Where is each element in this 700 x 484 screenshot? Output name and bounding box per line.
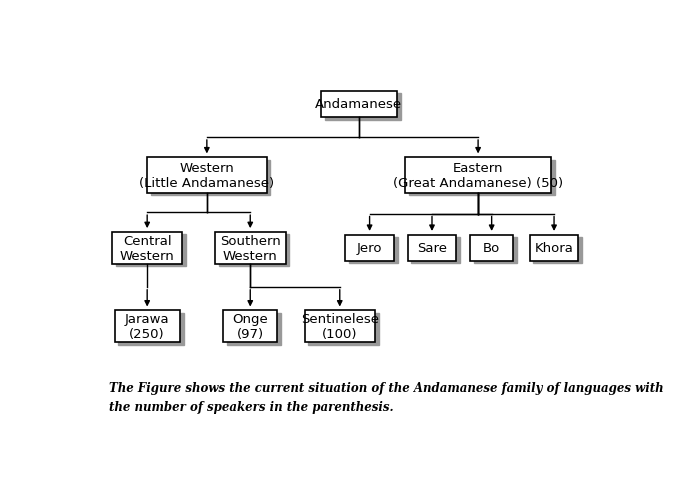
FancyBboxPatch shape: [227, 313, 281, 345]
FancyBboxPatch shape: [215, 232, 286, 264]
FancyBboxPatch shape: [118, 313, 183, 345]
Text: Eastern
(Great Andamanese) (50): Eastern (Great Andamanese) (50): [393, 162, 564, 189]
Text: Onge
(97): Onge (97): [232, 313, 268, 340]
Text: Khora: Khora: [535, 242, 573, 255]
Text: Central
Western: Central Western: [120, 234, 174, 262]
FancyBboxPatch shape: [412, 238, 460, 264]
FancyBboxPatch shape: [530, 235, 578, 261]
FancyBboxPatch shape: [219, 235, 289, 267]
Text: Andamanese: Andamanese: [315, 98, 402, 111]
FancyBboxPatch shape: [349, 238, 398, 264]
Text: The Figure shows the current situation of the Andamanese family of languages wit: The Figure shows the current situation o…: [109, 381, 664, 394]
FancyBboxPatch shape: [405, 158, 552, 193]
FancyBboxPatch shape: [407, 235, 456, 261]
Text: Sare: Sare: [417, 242, 447, 255]
FancyBboxPatch shape: [147, 158, 267, 193]
FancyBboxPatch shape: [325, 94, 400, 121]
FancyBboxPatch shape: [321, 91, 397, 118]
FancyBboxPatch shape: [470, 235, 513, 261]
FancyBboxPatch shape: [409, 160, 555, 196]
FancyBboxPatch shape: [151, 160, 270, 196]
FancyBboxPatch shape: [533, 238, 582, 264]
Text: Sentinelese
(100): Sentinelese (100): [301, 313, 379, 340]
FancyBboxPatch shape: [345, 235, 394, 261]
Text: the number of speakers in the parenthesis.: the number of speakers in the parenthesi…: [109, 400, 394, 413]
FancyBboxPatch shape: [304, 311, 375, 342]
FancyBboxPatch shape: [308, 313, 379, 345]
Text: Jarawa
(250): Jarawa (250): [125, 313, 169, 340]
FancyBboxPatch shape: [115, 311, 180, 342]
FancyBboxPatch shape: [116, 235, 186, 267]
FancyBboxPatch shape: [112, 232, 183, 264]
Text: Southern
Western: Southern Western: [220, 234, 281, 262]
Text: Western
(Little Andamanese): Western (Little Andamanese): [139, 162, 274, 189]
Text: Bo: Bo: [483, 242, 500, 255]
Text: Jero: Jero: [357, 242, 382, 255]
FancyBboxPatch shape: [474, 238, 517, 264]
FancyBboxPatch shape: [223, 311, 277, 342]
